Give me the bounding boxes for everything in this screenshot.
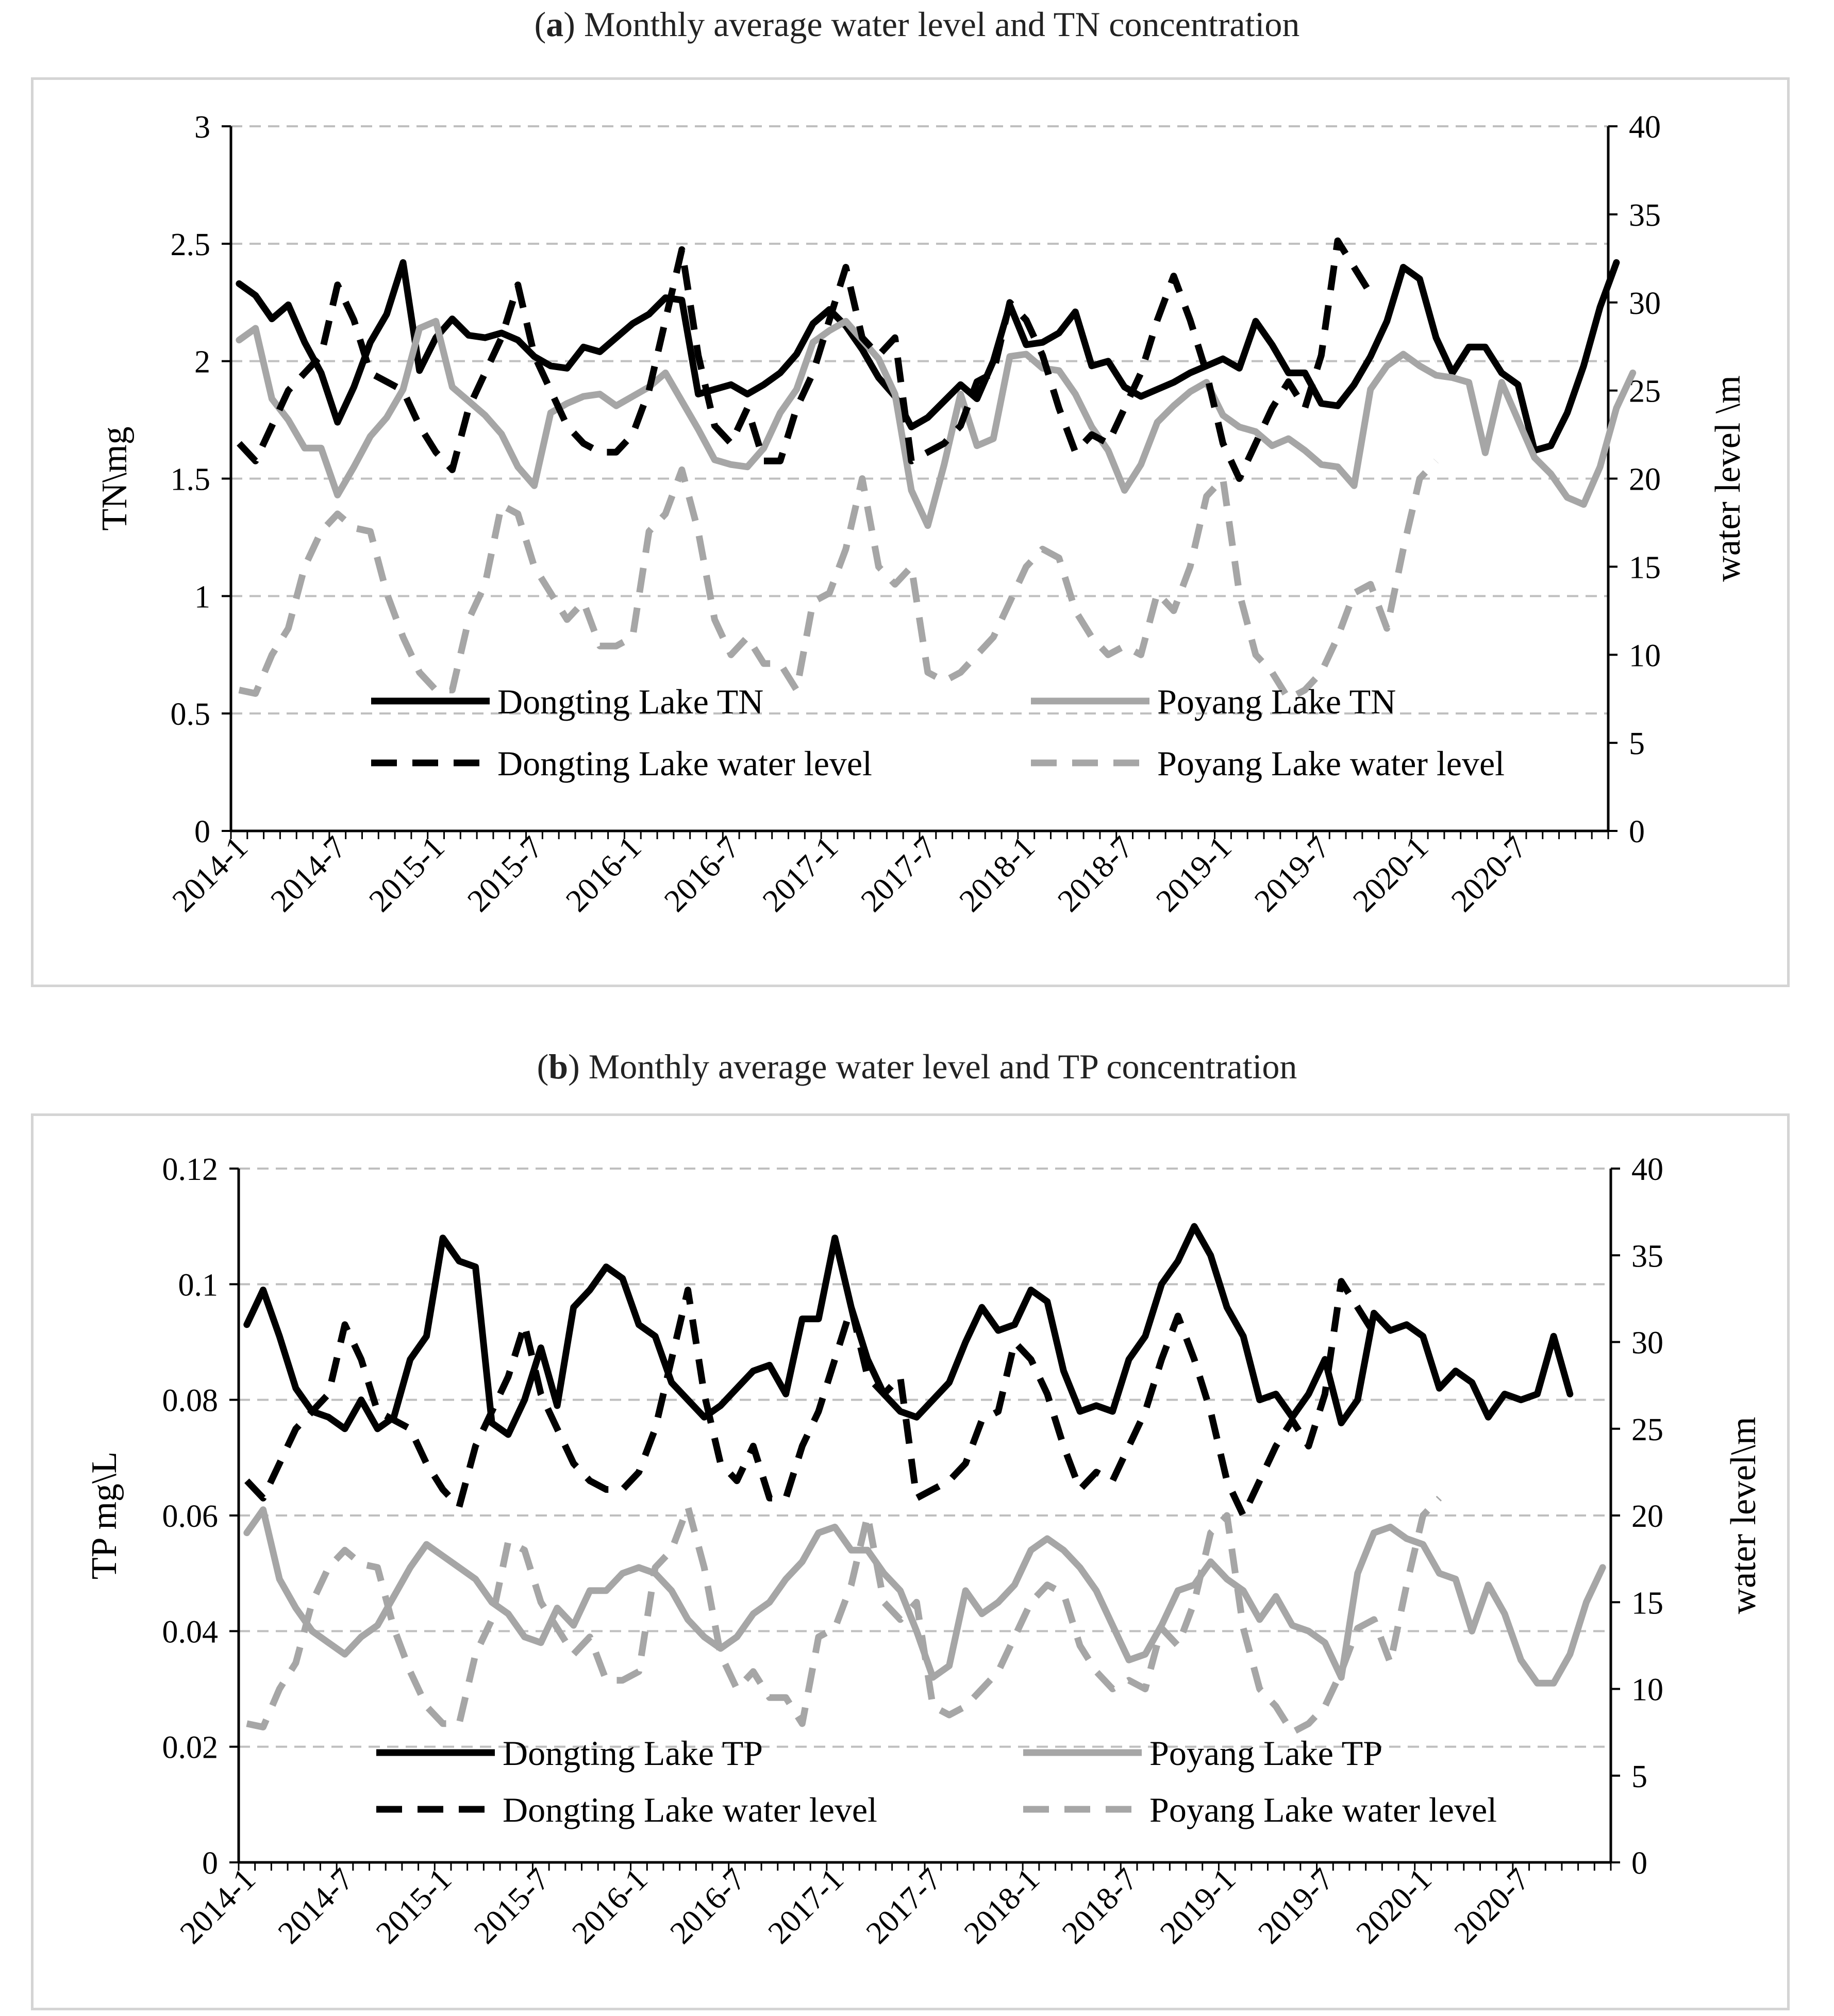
panel-a-title-text: Monthly average water level and TN conce… [583, 5, 1300, 44]
x-tick-label: 2020-7 [1445, 830, 1533, 919]
panel-b-title: (b) Monthly average water level and TP c… [537, 1047, 1297, 1086]
left-tick-label: 3 [194, 110, 210, 145]
right-tick-label: 40 [1631, 1152, 1663, 1187]
left-tick-label: 0.12 [162, 1152, 219, 1187]
right-tick-label: 40 [1629, 110, 1661, 145]
panel-b-frame [31, 1113, 1790, 2010]
right-tick-label: 10 [1629, 638, 1661, 673]
legend-label: Dongting Lake water level [497, 744, 872, 783]
x-tick-label: 2016-1 [565, 1862, 654, 1951]
right-tick-label: 5 [1629, 726, 1645, 761]
legend-label: Poyang Lake water level [1157, 744, 1505, 783]
series-poyang-lake-water-level [246, 1495, 1442, 1736]
legend-label: Poyang Lake TP [1149, 1734, 1382, 1773]
right-tick-label: 15 [1631, 1586, 1663, 1621]
left-tick-label: 1 [194, 579, 210, 614]
left-tick-label: 2 [194, 345, 210, 380]
right-tick-label: 35 [1629, 198, 1661, 233]
x-tick-label: 2020-1 [1349, 1862, 1438, 1951]
x-tick-label: 2017-1 [756, 830, 845, 919]
x-tick-label: 2016-7 [663, 1862, 752, 1951]
x-tick-label: 2017-7 [859, 1862, 948, 1951]
chart-b: 0 0.02 0.04 0.06 0.08 0.1 0.12 0 5 10 15 20 25 30 35 40… [85, 1152, 1763, 1951]
left-tick-label: 0 [194, 814, 210, 849]
left-tick-label: 0.06 [162, 1499, 219, 1534]
left-axis-title: TP mg\L [85, 1452, 124, 1579]
panel-b-title-text: Monthly average water level and TP conce… [588, 1047, 1297, 1086]
x-tick-label: 2019-1 [1149, 830, 1238, 919]
legend-label: Poyang Lake water level [1149, 1790, 1497, 1829]
series-dongting-lake-tn [236, 259, 1620, 454]
x-tick-label: 2020-7 [1447, 1862, 1536, 1951]
series-dongting-lake-tp [243, 1223, 1574, 1438]
x-tick-label: 2019-7 [1248, 830, 1337, 919]
right-axis-title: water level \m [1708, 375, 1748, 581]
right-tick-label: 5 [1631, 1759, 1647, 1794]
legend-label: Dongting Lake TN [497, 682, 763, 721]
x-tick-label: 2018-1 [953, 830, 1041, 919]
x-tick-label: 2018-1 [958, 1862, 1046, 1951]
x-tick-label: 2018-7 [1056, 1862, 1144, 1951]
legend-label: Dongting Lake water level [503, 1790, 877, 1829]
left-tick-label: 0.1 [178, 1268, 219, 1303]
right-tick-label: 35 [1631, 1239, 1663, 1274]
panel-a-frame [31, 77, 1790, 987]
series-dongting-lake-water-level [244, 1278, 1377, 1519]
panel-a-title: (a) Monthly average water level and TN c… [534, 5, 1300, 44]
legend-label: Dongting Lake TP [503, 1734, 763, 1773]
right-tick-label: 30 [1631, 1326, 1663, 1361]
right-tick-label: 20 [1629, 462, 1661, 497]
x-tick-label: 2014-7 [272, 1862, 360, 1951]
right-tick-label: 30 [1629, 286, 1661, 321]
series-poyang-lake-water-level [238, 458, 1439, 703]
left-tick-label: 0.08 [162, 1384, 219, 1419]
panel-a-label: a [546, 5, 564, 44]
series-dongting-lake-water-level [237, 237, 1374, 482]
x-tick-label: 2018-7 [1051, 830, 1140, 919]
x-tick-label: 2015-7 [461, 830, 549, 919]
x-tick-label: 2015-7 [468, 1862, 556, 1951]
x-tick-label: 2015-1 [362, 830, 451, 919]
panel-b-label: b [548, 1047, 569, 1086]
x-tick-label: 2019-1 [1154, 1862, 1242, 1951]
left-tick-label: 0 [202, 1846, 218, 1881]
x-tick-label: 2019-7 [1252, 1862, 1340, 1951]
left-tick-label: 1.5 [171, 462, 211, 497]
right-tick-label: 25 [1629, 374, 1661, 409]
left-tick-label: 2.5 [171, 227, 211, 262]
x-tick-label: 2020-1 [1346, 830, 1435, 919]
left-tick-label: 0.02 [162, 1730, 219, 1765]
right-axis-title: water level\m [1724, 1417, 1763, 1614]
right-tick-label: 0 [1631, 1846, 1647, 1881]
x-tick-label: 2014-7 [264, 830, 353, 919]
series-poyang-lake-tn [236, 318, 1637, 529]
right-tick-label: 20 [1631, 1499, 1663, 1534]
left-axis-title: TN\mg [95, 426, 135, 530]
left-tick-label: 0.5 [171, 697, 211, 732]
right-tick-label: 25 [1631, 1412, 1663, 1447]
right-tick-label: 15 [1629, 550, 1661, 585]
x-tick-label: 2015-1 [370, 1862, 458, 1951]
x-tick-label: 2017-7 [855, 830, 943, 919]
right-tick-label: 10 [1631, 1673, 1663, 1708]
x-tick-label: 2016-7 [658, 830, 746, 919]
left-tick-label: 0.04 [162, 1614, 219, 1650]
right-tick-label: 0 [1629, 814, 1645, 849]
legend-label: Poyang Lake TN [1157, 682, 1396, 721]
x-tick-label: 2016-1 [559, 830, 648, 919]
x-tick-label: 2017-1 [761, 1862, 850, 1951]
